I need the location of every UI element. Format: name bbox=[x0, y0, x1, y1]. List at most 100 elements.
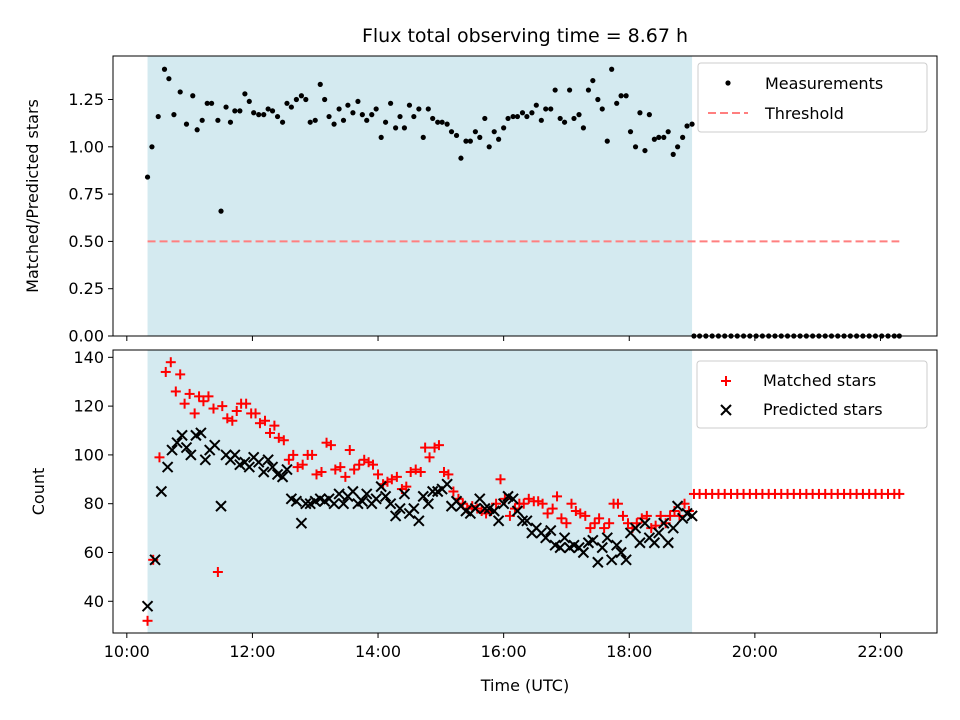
measurement-point bbox=[538, 117, 544, 123]
predicted-star-point bbox=[379, 490, 392, 503]
matched-star-point bbox=[349, 464, 360, 475]
matched-star-point bbox=[641, 510, 652, 521]
measurement-point bbox=[420, 134, 426, 140]
measurement-point bbox=[566, 87, 573, 93]
legend-label-matched: Matched stars bbox=[763, 371, 876, 390]
y-tick-label-top: 1.00 bbox=[68, 137, 104, 156]
matched-star-point bbox=[283, 454, 294, 465]
measurement-point bbox=[406, 102, 413, 108]
measurement-point bbox=[227, 119, 234, 125]
measurement-point bbox=[307, 119, 313, 125]
measurement-point bbox=[204, 100, 210, 106]
predicted-star-point bbox=[389, 510, 402, 522]
measurement-point bbox=[355, 98, 361, 105]
predicted-star-point bbox=[686, 510, 698, 522]
predicted-star-point bbox=[281, 463, 293, 476]
predicted-star-point bbox=[258, 466, 270, 478]
measurement-point bbox=[585, 87, 592, 93]
matched-star-point bbox=[518, 498, 529, 509]
matched-star-point bbox=[160, 366, 171, 377]
predicted-star-point bbox=[347, 485, 359, 498]
measurement-point bbox=[232, 108, 238, 114]
measurement-point bbox=[614, 100, 620, 106]
measurement-point bbox=[477, 134, 483, 140]
measurement-point bbox=[444, 121, 450, 127]
predicted-star-point bbox=[610, 539, 623, 551]
matched-star-point bbox=[212, 567, 223, 578]
measurement-point bbox=[166, 76, 172, 82]
axes-frame-top bbox=[112, 55, 938, 337]
measurement-point bbox=[623, 93, 629, 99]
measurement-point bbox=[265, 106, 271, 112]
predicted-star-point bbox=[171, 436, 183, 449]
measurement-point bbox=[514, 113, 521, 120]
measurement-points bbox=[144, 66, 902, 339]
measurement-point bbox=[387, 100, 394, 106]
y-axis-label-bottom: Count bbox=[29, 468, 48, 516]
predicted-star-point bbox=[488, 505, 500, 517]
predicted-star-point bbox=[521, 515, 533, 527]
measurement-point bbox=[199, 117, 205, 123]
measurement-point bbox=[472, 129, 478, 135]
matched-star-point bbox=[288, 449, 299, 460]
measurement-point bbox=[161, 66, 168, 72]
legend-box-bottom bbox=[696, 360, 928, 429]
measurement-point bbox=[149, 144, 155, 150]
matched-star-point bbox=[292, 462, 303, 473]
predicted-star-point bbox=[266, 461, 279, 473]
matched-star-point bbox=[575, 508, 586, 519]
measurement-point bbox=[288, 104, 294, 110]
measurement-point bbox=[599, 106, 605, 112]
legend-bottom: Matched stars Predicted stars bbox=[696, 360, 928, 429]
matched-star-point bbox=[208, 403, 219, 414]
legend-label-predicted: Predicted stars bbox=[763, 400, 883, 419]
measurement-point bbox=[439, 119, 445, 125]
measurement-point bbox=[543, 106, 549, 112]
measurement-point bbox=[510, 113, 516, 120]
measurement-point bbox=[378, 134, 384, 140]
matched-star-point bbox=[547, 503, 558, 514]
predicted-star-point bbox=[375, 480, 387, 493]
measurement-point bbox=[382, 119, 389, 125]
matched-star-point bbox=[194, 391, 205, 402]
matched-star-point bbox=[265, 427, 276, 438]
measurement-point bbox=[215, 117, 221, 123]
measurement-point bbox=[548, 106, 554, 112]
predicted-star-point bbox=[141, 600, 154, 612]
matched-star-point bbox=[269, 420, 280, 431]
measurement-point bbox=[435, 119, 441, 125]
predicted-star-point bbox=[253, 456, 265, 468]
measurement-point bbox=[642, 147, 648, 154]
matched-star-point bbox=[179, 398, 190, 409]
y-tick-label-bottom: 40 bbox=[84, 592, 104, 611]
predicted-star-point bbox=[629, 522, 642, 534]
predicted-star-point bbox=[408, 502, 420, 515]
panel-ratio: 0.00 0.25 0.50 0.75 1.00 1.25 Matched/Predict… bbox=[23, 55, 938, 346]
measurement-point bbox=[609, 66, 615, 72]
predicted-star-point bbox=[474, 493, 486, 505]
matched-star-point bbox=[424, 452, 435, 463]
predicted-star-point bbox=[417, 490, 429, 503]
measurement-point bbox=[269, 108, 276, 114]
predicted-star-point bbox=[161, 461, 174, 473]
measurement-point bbox=[190, 93, 196, 99]
predicted-star-point bbox=[176, 429, 188, 442]
predicted-star-point bbox=[195, 427, 207, 439]
y-tick-label-bottom: 100 bbox=[73, 445, 104, 464]
predicted-star-point bbox=[180, 441, 193, 454]
predicted-star-point bbox=[558, 532, 571, 544]
legend-marker-matched bbox=[721, 376, 731, 386]
matched-star-point bbox=[556, 513, 567, 524]
measurement-point bbox=[223, 104, 229, 110]
measurement-point bbox=[675, 144, 681, 150]
measurement-point bbox=[336, 106, 342, 112]
matched-star-point bbox=[894, 488, 905, 499]
matched-star-point bbox=[665, 510, 676, 521]
measurement-point bbox=[458, 155, 464, 161]
legend-marker-measurements bbox=[725, 80, 731, 86]
predicted-star-point bbox=[577, 546, 590, 559]
matched-star-point bbox=[165, 357, 176, 368]
matched-star-point bbox=[580, 510, 591, 521]
predicted-star-point bbox=[601, 532, 613, 544]
